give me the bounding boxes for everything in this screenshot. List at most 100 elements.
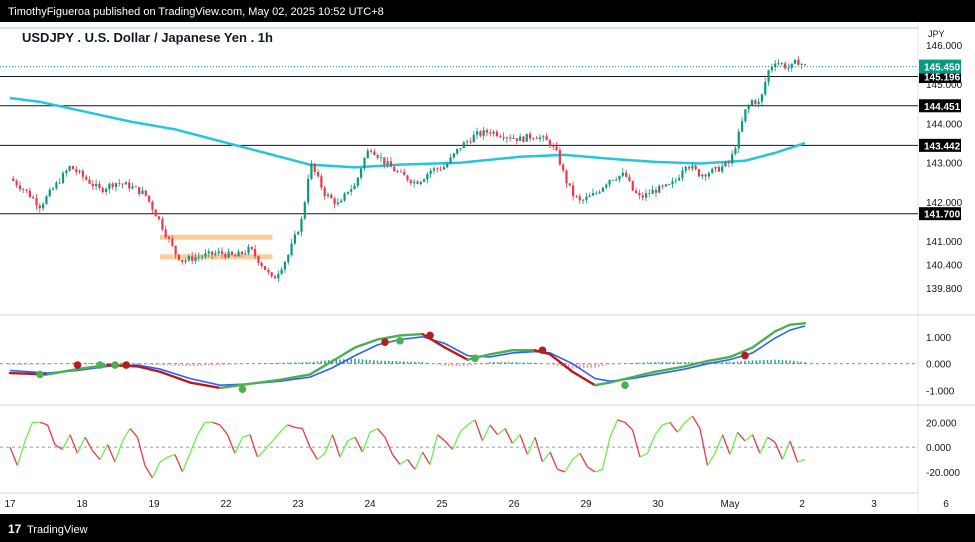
oscillator-segment (617, 419, 626, 423)
candle-body (85, 176, 88, 180)
candle-body (608, 179, 611, 185)
candle-body (475, 131, 479, 135)
candle-body (237, 251, 240, 257)
candle-body (131, 186, 134, 189)
last-price-tag (919, 59, 961, 74)
consolidation-zone (160, 234, 273, 260)
macd-tick-label: 0.000 (926, 360, 951, 371)
candle-body (585, 196, 588, 200)
time-tick-label: 19 (148, 499, 160, 510)
candle-body (360, 168, 363, 178)
candle-body (320, 176, 323, 188)
oscillator-segment (129, 428, 138, 438)
candle-body (91, 183, 94, 187)
candle-body (217, 251, 220, 254)
candle-body (353, 185, 356, 190)
candle-body (611, 179, 614, 181)
macd-pane (0, 322, 918, 394)
candle-body (668, 184, 671, 186)
oscillator-segment (504, 428, 514, 444)
oscillator-segment (234, 436, 244, 454)
candle-body (310, 163, 313, 179)
candle-body (787, 67, 790, 69)
oscillator-segment (272, 431, 281, 442)
macd-cross-dot (111, 361, 119, 369)
macd-line-segment (706, 355, 732, 363)
symbol-title: USDJPY . U.S. Dollar / Japanese Yen . 1h (22, 30, 273, 45)
candle-body (287, 254, 290, 262)
oscillator-segment (526, 436, 536, 455)
candle-body (671, 181, 674, 185)
zone-band-lower (160, 254, 273, 260)
candle-body (509, 137, 512, 139)
macd-line-segment (773, 323, 792, 333)
oscillator-segment (151, 461, 161, 479)
candle-body (538, 137, 542, 139)
ma-line (9, 96, 806, 169)
oscillator-segment (46, 424, 56, 445)
oscillator-segment (16, 440, 26, 466)
candle-body (224, 253, 227, 258)
candle-body (240, 251, 243, 255)
candle-body (68, 166, 71, 171)
oscillator-segment (564, 459, 574, 473)
candle-body (634, 190, 638, 193)
macd-cross-dot (122, 361, 131, 369)
candle-body (184, 260, 187, 262)
candle-body (485, 130, 489, 133)
candle-body (505, 137, 508, 139)
candle-body (568, 183, 571, 186)
candle-body (572, 185, 575, 197)
candle-body (330, 194, 333, 199)
macd-line-segment (631, 370, 657, 379)
candle-body (618, 175, 621, 180)
candle-body (767, 70, 770, 82)
oscillator-segment (579, 453, 589, 468)
oscillator-segment (159, 456, 168, 463)
time-tick-label: May (721, 499, 740, 510)
candle-body (442, 167, 446, 170)
oscillator-segment (39, 421, 48, 426)
candle-body (714, 166, 717, 169)
candle-body (803, 64, 807, 65)
time-tick-label: 18 (76, 499, 88, 510)
oscillator-segment (391, 454, 401, 465)
candle-body (644, 193, 648, 198)
candle-body (343, 193, 346, 201)
candlesticks (12, 56, 807, 283)
macd-line-segment (488, 349, 514, 356)
oscillator-segment (587, 466, 596, 473)
candle-body (770, 67, 773, 71)
candle-body (558, 150, 561, 165)
time-tick-label: 6 (943, 499, 949, 510)
level-tag (919, 207, 961, 221)
oscillator-segment (219, 424, 229, 436)
candle-body (456, 148, 459, 154)
candle-body (270, 272, 273, 277)
candle-body (548, 140, 552, 146)
candle-body (413, 181, 416, 184)
candle-body (71, 166, 75, 170)
tradingview-logo-icon: 17 (8, 522, 22, 536)
macd-line-segment (788, 322, 807, 326)
macd-cross-dot (96, 361, 104, 369)
candle-body (42, 203, 45, 209)
candle-body (88, 179, 91, 184)
candle-body (492, 131, 495, 134)
oscillator-segment (212, 421, 221, 426)
candle-body (542, 136, 545, 138)
candle-body (615, 179, 618, 181)
candle-body (220, 251, 224, 254)
oscillator-segment (639, 452, 648, 458)
oscillator-segment (624, 421, 633, 431)
candle-body (333, 198, 336, 205)
candle-body (138, 186, 141, 194)
candle-body (369, 150, 373, 152)
macd-line-segment (188, 381, 222, 390)
candle-body (403, 171, 406, 176)
level-label: 143.442 (924, 141, 961, 152)
time-tick-label: 3 (871, 499, 877, 510)
oscillator-segment (92, 450, 101, 460)
oscillator-segment (646, 434, 656, 454)
